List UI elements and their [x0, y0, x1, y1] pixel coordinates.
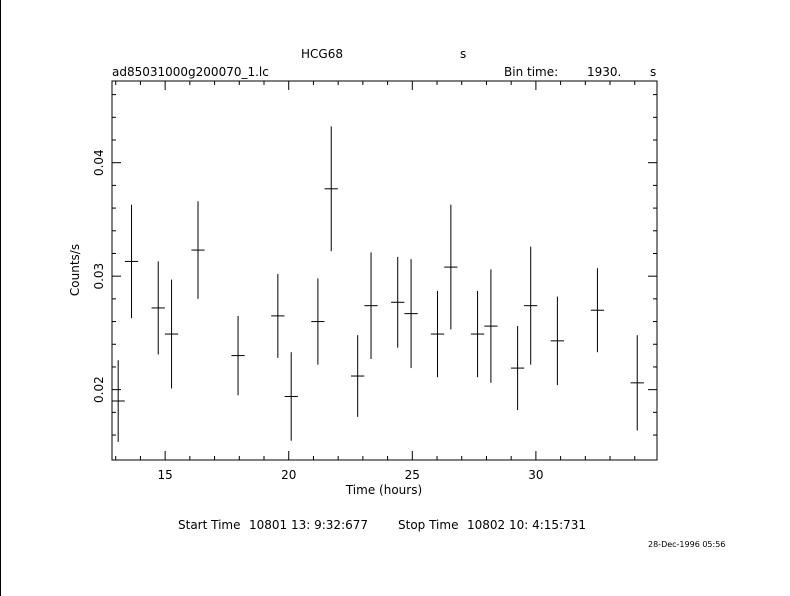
x-axis-label: Time (hours)	[345, 483, 422, 497]
start-time-value: 10801 13: 9:32:677	[249, 518, 369, 532]
left-border	[0, 0, 1, 596]
axis-ticks	[112, 81, 657, 460]
plot-frame	[111, 80, 658, 461]
y-tick-label: 0.04	[92, 149, 106, 176]
start-time-label: Start Time	[178, 518, 241, 532]
file-name: ad85031000g200070_1.lc	[112, 65, 269, 79]
stop-time-value: 10802 10: 4:15:731	[467, 518, 587, 532]
chart-title: HCG68	[301, 47, 343, 61]
x-tick-label: 15	[157, 468, 172, 482]
x-tick-label: 30	[528, 468, 543, 482]
data-points	[112, 126, 644, 442]
y-tick-label: 0.02	[92, 376, 106, 403]
x-tick-label: 20	[281, 468, 296, 482]
bin-time-value: 1930.	[587, 65, 622, 79]
bin-time-label: Bin time:	[504, 65, 559, 79]
x-tick-label: 25	[405, 468, 420, 482]
title-unit: s	[460, 47, 467, 61]
axis-tick-labels: 15 20 25 30 0.02 0.03 0.04	[92, 149, 544, 482]
stop-time-label: Stop Time	[398, 518, 459, 532]
bin-time-unit: s	[650, 65, 657, 79]
y-axis-label: Counts/s	[68, 244, 82, 296]
plot-timestamp: 28-Dec-1996 05:56	[648, 540, 726, 549]
y-tick-label: 0.03	[92, 263, 106, 290]
